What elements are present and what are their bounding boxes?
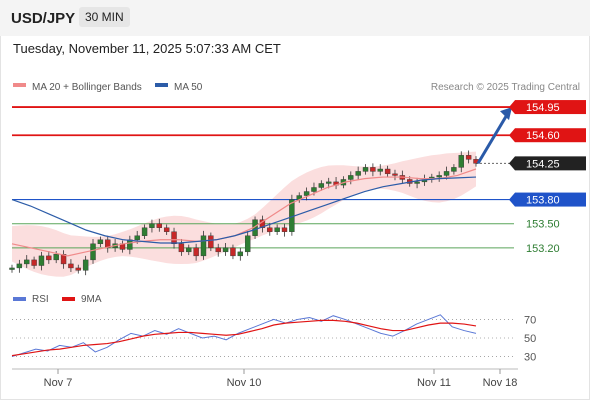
candle-body	[355, 171, 361, 176]
candle-body	[325, 181, 332, 184]
ma20-legend-swatch	[13, 83, 26, 87]
ma20-line	[11, 168, 477, 257]
level-tag-pointer-153-80	[509, 192, 515, 207]
forecast-arrow-head	[500, 107, 512, 121]
chart-header: USD/JPY 30 MIN	[0, 0, 590, 36]
rsi-ma-line	[11, 319, 477, 357]
candle-body	[274, 227, 280, 232]
ma20-legend-label: MA 20 + Bollinger Bands	[32, 82, 142, 93]
candle-body	[370, 167, 376, 172]
candle-body	[237, 251, 244, 257]
level-tag-pointer-154-60	[509, 128, 515, 143]
candle-body	[311, 187, 317, 192]
candle-body	[377, 168, 383, 172]
x-tick-label: Nov 18	[483, 377, 518, 389]
rsima-legend-swatch	[62, 297, 75, 301]
candle-body	[267, 227, 273, 232]
level-label-154-25: 154.25	[526, 158, 560, 170]
candle-body	[178, 243, 185, 253]
candle-body	[53, 254, 59, 261]
candle-body	[230, 247, 236, 257]
candle-body	[171, 231, 177, 245]
bollinger-band	[12, 151, 476, 277]
level-label-153-80: 153.80	[526, 195, 560, 207]
candle-body	[208, 235, 214, 249]
level-tag-153-80	[515, 192, 586, 207]
rsima-legend-label: 9MA	[81, 294, 102, 305]
candle-body	[348, 175, 354, 180]
candle-body	[200, 235, 207, 257]
rsi-legend-label: RSI	[32, 294, 49, 305]
candle-body	[215, 247, 221, 253]
candle-body	[318, 183, 325, 188]
level-tag-pointer-154-25	[509, 156, 515, 171]
x-tick-label: Nov 11	[417, 377, 451, 389]
candle-body	[443, 171, 450, 176]
level-tag-154-60	[515, 128, 586, 143]
candle-body	[163, 227, 170, 232]
candle-body	[281, 227, 288, 232]
level-label-154-60: 154.60	[526, 130, 560, 142]
rsi-legend-swatch	[13, 297, 26, 301]
rsi-tick-50: 50	[524, 333, 536, 345]
candle-body	[465, 155, 472, 160]
candle-body	[105, 239, 111, 249]
rsi-tick-70: 70	[524, 314, 536, 326]
candle-body	[97, 239, 104, 245]
candle-body	[31, 259, 37, 266]
rsi-tick-30: 30	[524, 352, 536, 364]
candle-body	[24, 259, 30, 265]
candle-body	[127, 239, 133, 250]
candle-body	[186, 247, 192, 253]
x-tick-label: Nov 7	[44, 377, 73, 389]
level-tag-154-25	[515, 156, 586, 171]
candle-body	[392, 173, 398, 176]
ma50-line	[11, 176, 477, 244]
candle-body	[38, 255, 45, 266]
candle-body	[82, 259, 89, 271]
x-tick-label: Nov 10	[227, 377, 262, 389]
level-label-153-50: 153.50	[526, 219, 560, 231]
candle-body	[90, 243, 96, 261]
candle-body	[451, 167, 457, 172]
candle-body	[414, 181, 420, 184]
candle-body	[222, 247, 229, 253]
candle-body	[68, 263, 74, 269]
ma50-legend-label: MA 50	[174, 82, 203, 93]
candle-body	[458, 155, 464, 168]
forecast-arrow-shaft	[476, 112, 510, 165]
candle-body	[75, 267, 81, 271]
candle-body	[141, 227, 148, 236]
candle-body	[384, 168, 391, 175]
ma50-legend-swatch	[155, 83, 168, 87]
candle-body	[156, 223, 163, 228]
candle-body	[244, 235, 251, 253]
timeframe-button[interactable]: 30 MIN	[79, 7, 130, 27]
candle-body	[134, 235, 140, 240]
candle-body	[9, 267, 15, 270]
candle-body	[46, 255, 52, 261]
level-label-153-20: 153.20	[526, 243, 560, 255]
candle-body	[193, 247, 199, 257]
candle-body	[16, 263, 23, 269]
level-label-154-95: 154.95	[526, 102, 560, 114]
chart-datetime: Tuesday, November 11, 2025 5:07:33 AM CE…	[13, 41, 281, 56]
level-tag-pointer-154-95	[509, 100, 515, 115]
candle-body	[436, 175, 442, 178]
candle-body	[362, 167, 369, 172]
candle-body	[149, 223, 155, 228]
candle-body	[303, 191, 310, 196]
candle-body	[60, 254, 67, 265]
rsi-line	[11, 314, 477, 358]
level-tag-154-95	[515, 100, 586, 115]
credit-text: Research © 2025 Trading Central	[431, 82, 580, 93]
symbol-title: USD/JPY	[11, 10, 76, 27]
